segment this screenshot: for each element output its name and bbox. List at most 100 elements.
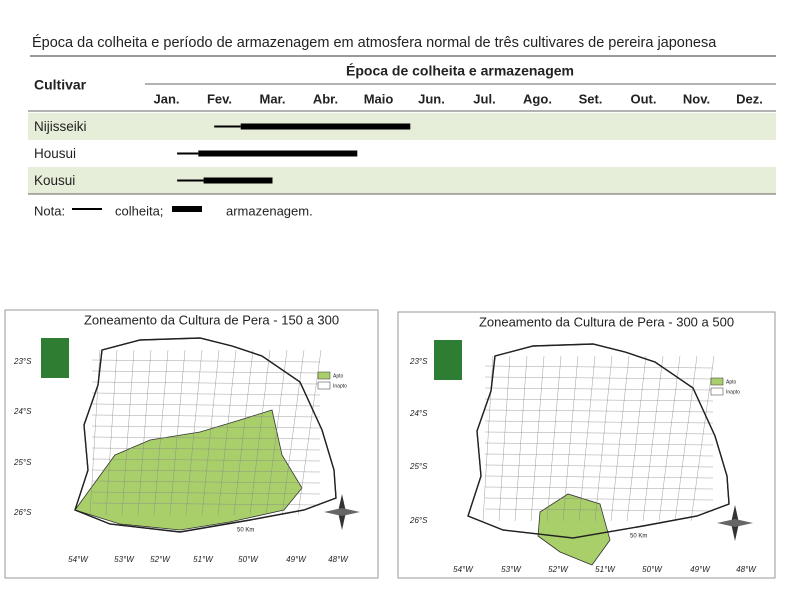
- column-header: Época de colheita e armazenagem: [346, 63, 574, 79]
- lon-label: 52°W: [548, 565, 569, 574]
- legend-label: Inapto: [333, 383, 347, 389]
- legend-label: Apto: [333, 373, 344, 379]
- note-text: armazenagem.: [226, 203, 313, 218]
- note-label: Nota:: [34, 203, 65, 218]
- county-line: [91, 381, 321, 385]
- legend-swatch: [317, 381, 331, 390]
- county-line: [169, 349, 186, 516]
- month-header: Nov.: [683, 91, 710, 106]
- state-border: [467, 343, 730, 539]
- apt-zone: [74, 409, 303, 531]
- county-line: [297, 349, 322, 516]
- county-line: [484, 420, 714, 424]
- county-line: [91, 436, 321, 440]
- lon-label: 52°W: [150, 555, 171, 564]
- county-line: [91, 359, 321, 363]
- logo: [41, 338, 69, 378]
- lon-label: 51°W: [193, 555, 214, 564]
- lon-label: 49°W: [690, 565, 711, 574]
- month-header: Dez.: [736, 91, 763, 106]
- scale-label: 50 Km: [237, 528, 254, 534]
- month-header: Out.: [631, 91, 657, 106]
- county-line: [484, 365, 714, 369]
- month-header: Jul.: [473, 91, 495, 106]
- county-line: [91, 370, 321, 374]
- month-header: Mar.: [259, 91, 285, 106]
- county-line: [484, 508, 714, 512]
- legend-label: Inapto: [726, 389, 740, 395]
- county-line: [484, 453, 714, 457]
- column-header: Cultivar: [34, 77, 87, 93]
- lon-label: 50°W: [238, 555, 259, 564]
- month-header: Set.: [579, 91, 603, 106]
- county-line: [201, 349, 220, 516]
- county-line: [105, 349, 118, 516]
- county-line: [91, 491, 321, 495]
- county-line: [498, 355, 511, 522]
- map: Zoneamento da Cultura de Pera - 300 a 50…: [397, 311, 776, 579]
- county-line: [217, 349, 237, 516]
- doc-title: Época da colheita e período de armazenag…: [32, 34, 717, 51]
- county-line: [281, 349, 305, 516]
- county-line: [674, 355, 698, 522]
- county-line: [562, 355, 579, 522]
- cultivar-name: Housui: [34, 146, 76, 161]
- county-line: [578, 355, 596, 522]
- county-line: [484, 464, 714, 468]
- legend-swatch: [317, 371, 331, 380]
- county-line: [91, 480, 321, 484]
- county-line: [185, 349, 203, 516]
- county-line: [610, 355, 630, 522]
- state-border: [74, 337, 337, 533]
- county-line: [484, 409, 714, 413]
- county-line: [91, 425, 321, 429]
- lat-label: 25°S: [409, 462, 428, 471]
- cultivar-name: Nijisseiki: [34, 119, 87, 134]
- county-line: [484, 431, 714, 435]
- county-line: [642, 355, 664, 522]
- lon-label: 49°W: [286, 555, 307, 564]
- cultivar-name: Kousui: [34, 173, 75, 188]
- map: Zoneamento da Cultura de Pera - 150 a 30…: [4, 309, 379, 579]
- lat-label: 25°S: [13, 458, 32, 467]
- county-line: [546, 355, 562, 522]
- logo: [434, 340, 462, 380]
- lon-label: 53°W: [501, 565, 522, 574]
- county-line: [484, 442, 714, 446]
- county-line: [91, 414, 321, 418]
- county-line: [153, 349, 169, 516]
- legend-swatch: [710, 377, 724, 386]
- county-line: [249, 349, 271, 516]
- lat-label: 24°S: [13, 407, 32, 416]
- lon-label: 48°W: [328, 555, 349, 564]
- county-line: [91, 458, 321, 462]
- map-title: Zoneamento da Cultura de Pera - 150 a 30…: [84, 312, 339, 327]
- county-line: [690, 355, 715, 522]
- lat-label: 26°S: [13, 508, 32, 517]
- lat-label: 26°S: [409, 516, 428, 525]
- county-line: [91, 392, 321, 396]
- county-line: [484, 387, 714, 391]
- month-header: Jun.: [418, 91, 445, 106]
- lon-label: 53°W: [114, 555, 135, 564]
- apt-zone: [537, 493, 611, 566]
- county-line: [91, 403, 321, 407]
- month-header: Jan.: [153, 91, 179, 106]
- county-line: [265, 349, 288, 516]
- legend-swatch: [710, 387, 724, 396]
- county-line: [121, 349, 135, 516]
- lat-label: 24°S: [409, 409, 428, 418]
- lat-label: 23°S: [409, 357, 428, 366]
- map-title: Zoneamento da Cultura de Pera - 300 a 50…: [479, 314, 734, 329]
- county-line: [626, 355, 647, 522]
- lon-label: 50°W: [642, 565, 663, 574]
- month-header: Ago.: [523, 91, 552, 106]
- county-line: [91, 469, 321, 473]
- county-line: [514, 355, 528, 522]
- month-header: Fev.: [207, 91, 232, 106]
- legend-label: Apto: [726, 379, 737, 385]
- county-line: [484, 486, 714, 490]
- month-header: Abr.: [313, 91, 338, 106]
- county-line: [91, 502, 321, 506]
